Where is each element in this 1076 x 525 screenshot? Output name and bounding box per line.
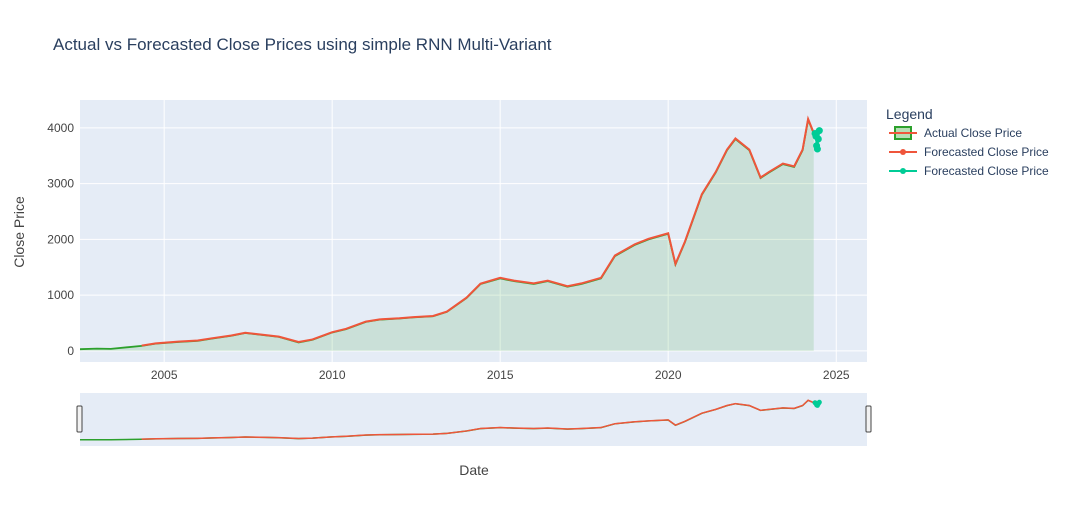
x-tick-label: 2005 <box>151 368 178 382</box>
y-gridlines <box>80 127 867 352</box>
series-forecast-line-slider <box>141 399 815 440</box>
y-tick-label: 0 <box>67 344 74 358</box>
legend: Actual Close Price Forecasted Close Price… <box>889 126 1049 178</box>
series-forecast-2-point <box>814 135 822 143</box>
x-gridlines <box>163 100 837 362</box>
series-forecast-line <box>141 115 815 347</box>
legend-item[interactable]: Forecasted Close Price <box>889 145 1049 159</box>
legend-item[interactable]: Actual Close Price <box>889 126 1022 140</box>
chart-title: Actual vs Forecasted Close Prices using … <box>53 35 552 54</box>
rangeslider-area[interactable] <box>80 393 867 446</box>
y-tick-label: 4000 <box>47 121 74 135</box>
rangeslider-series <box>79 399 822 441</box>
legend-swatch-marker <box>900 149 906 155</box>
legend-label: Forecasted Close Price <box>924 145 1049 159</box>
x-tick-label: 2020 <box>655 368 682 382</box>
x-axis-title: Date <box>459 462 489 478</box>
y-tick-label: 3000 <box>47 177 74 191</box>
series-forecast-2-point <box>813 145 821 153</box>
series-layer <box>79 115 823 351</box>
legend-label: Actual Close Price <box>924 126 1022 140</box>
series-forecast-2-point <box>815 127 823 135</box>
rangeslider-right-handle[interactable] <box>865 405 872 433</box>
legend-swatch-marker <box>900 168 906 174</box>
y-tick-label: 1000 <box>47 288 74 302</box>
x-tick-label: 2010 <box>319 368 346 382</box>
y-tick-labels: 0 1000 2000 3000 4000 <box>47 121 74 358</box>
legend-title: Legend <box>886 106 933 122</box>
plot-area <box>80 100 867 362</box>
x-tick-labels: 2005 2010 2015 2020 2025 <box>151 368 850 382</box>
legend-item[interactable]: Forecasted Close Price <box>889 164 1049 178</box>
y-axis-title: Close Price <box>11 196 27 268</box>
x-tick-label: 2015 <box>487 368 514 382</box>
legend-label: Forecasted Close Price <box>924 164 1049 178</box>
y-tick-label: 2000 <box>47 232 74 246</box>
series-actual-area <box>80 119 814 351</box>
x-tick-label: 2025 <box>823 368 850 382</box>
series-forecast-2-slider-point <box>816 399 822 405</box>
rangeslider-left-handle[interactable] <box>76 405 83 433</box>
